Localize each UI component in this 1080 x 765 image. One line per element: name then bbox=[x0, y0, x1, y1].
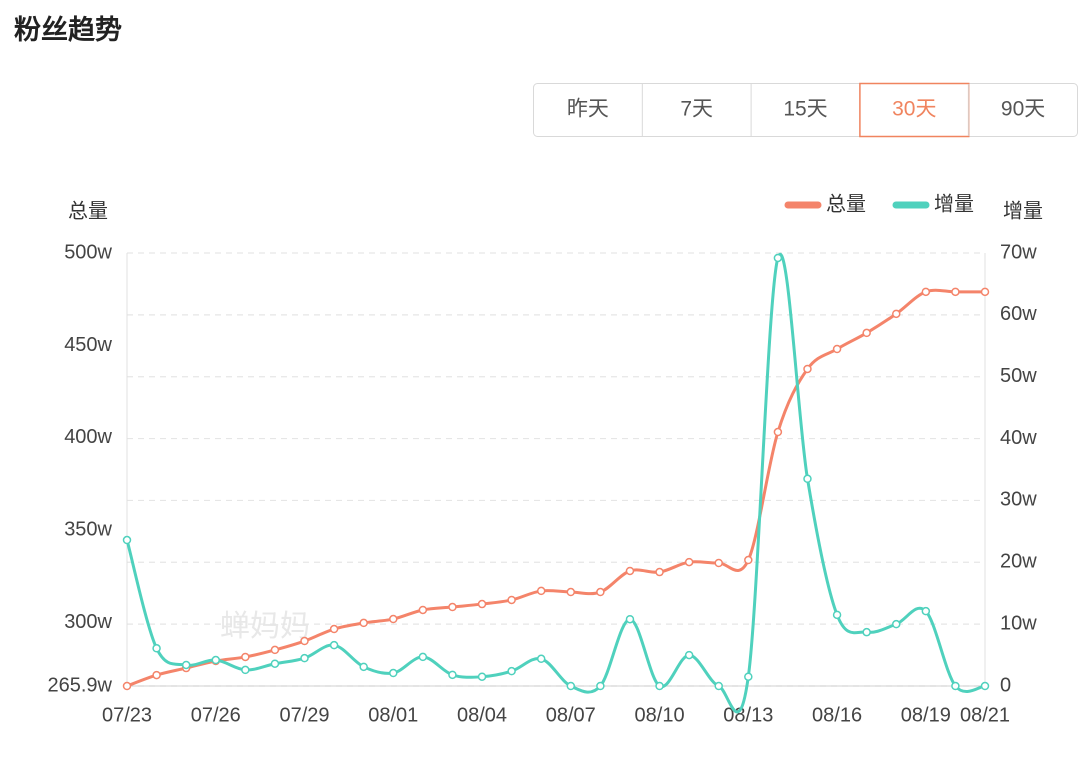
y-tick-label: 265.9w bbox=[48, 674, 113, 696]
data-point bbox=[181, 660, 191, 670]
data-point bbox=[980, 287, 990, 297]
data-point bbox=[329, 624, 339, 634]
x-tick-label: 08/01 bbox=[368, 704, 418, 726]
data-point bbox=[714, 681, 723, 691]
y-tick-label: 450w bbox=[64, 334, 112, 356]
tab-selected-border[interactable] bbox=[859, 82, 970, 138]
data-point bbox=[566, 681, 576, 691]
data-point bbox=[921, 287, 931, 297]
y2-tick-label: 40w bbox=[1000, 427, 1037, 449]
data-point bbox=[684, 557, 694, 567]
y-tick-label: 400w bbox=[64, 426, 112, 448]
data-point bbox=[329, 640, 339, 650]
data-point bbox=[418, 652, 428, 662]
data-point bbox=[803, 364, 812, 374]
y2-tick-label: 20w bbox=[1000, 551, 1037, 573]
data-point bbox=[477, 672, 487, 681]
data-point bbox=[477, 599, 487, 609]
data-point bbox=[596, 681, 605, 691]
legend-label: 增量 bbox=[934, 192, 974, 215]
data-point bbox=[300, 653, 309, 663]
y-tick-label: 350w bbox=[64, 519, 112, 541]
data-point bbox=[684, 650, 694, 660]
data-point bbox=[921, 606, 931, 616]
x-tick-label: 08/10 bbox=[635, 704, 685, 726]
y2-tick-label: 0 bbox=[1000, 674, 1011, 696]
y2-tick-label: 70w bbox=[1000, 241, 1037, 263]
data-point bbox=[566, 587, 576, 597]
data-point bbox=[773, 253, 783, 263]
data-point bbox=[270, 659, 280, 668]
series-line bbox=[125, 252, 986, 714]
y-tick-label: 500w bbox=[64, 241, 112, 263]
y2-tick-label: 10w bbox=[1000, 612, 1037, 634]
data-point bbox=[862, 328, 871, 338]
tab[interactable]: 30天 bbox=[892, 98, 936, 121]
data-point bbox=[596, 587, 605, 597]
data-point bbox=[625, 566, 635, 576]
y2-tick-label: 60w bbox=[1000, 303, 1037, 325]
data-point bbox=[891, 309, 901, 319]
data-point bbox=[448, 670, 457, 680]
data-point bbox=[152, 670, 161, 680]
data-point bbox=[714, 558, 723, 568]
data-point bbox=[744, 555, 753, 565]
x-tick-label: 07/23 bbox=[102, 704, 152, 726]
data-point bbox=[152, 644, 161, 653]
data-point bbox=[832, 610, 842, 620]
x-tick-label: 07/26 bbox=[191, 704, 241, 726]
y2-axis-title: 增量 bbox=[1003, 199, 1043, 222]
x-tick-label: 08/21 bbox=[960, 704, 1010, 726]
data-point bbox=[536, 654, 546, 664]
y2-tick-label: 30w bbox=[1000, 489, 1037, 511]
data-point bbox=[832, 344, 842, 354]
y2-tick-label: 50w bbox=[1000, 365, 1037, 387]
data-point bbox=[862, 627, 871, 637]
watermark: 蝉妈妈 bbox=[220, 610, 310, 643]
data-point bbox=[625, 614, 635, 624]
tab[interactable]: 15天 bbox=[783, 98, 827, 121]
data-point bbox=[980, 681, 990, 691]
data-point bbox=[891, 619, 901, 629]
data-point bbox=[359, 618, 368, 628]
legend-label: 总量 bbox=[826, 192, 866, 215]
data-point bbox=[744, 672, 753, 681]
data-point bbox=[389, 614, 398, 624]
data-point bbox=[359, 662, 368, 672]
data-point bbox=[448, 602, 457, 612]
data-point bbox=[951, 287, 960, 297]
x-tick-label: 08/07 bbox=[546, 704, 596, 726]
data-point bbox=[418, 605, 428, 615]
x-tick-label: 08/16 bbox=[812, 704, 862, 726]
x-tick-label: 07/29 bbox=[279, 704, 329, 726]
data-point bbox=[507, 666, 516, 676]
data-point bbox=[241, 652, 250, 662]
data-point bbox=[536, 586, 546, 596]
data-point bbox=[241, 665, 250, 675]
x-tick-label: 08/04 bbox=[457, 704, 507, 726]
data-point bbox=[655, 567, 664, 577]
data-point bbox=[389, 668, 398, 678]
data-point bbox=[803, 474, 812, 484]
data-point bbox=[122, 535, 132, 545]
data-point bbox=[211, 655, 221, 665]
data-point bbox=[270, 645, 280, 655]
data-point bbox=[122, 681, 132, 691]
data-point bbox=[773, 427, 783, 437]
tab[interactable]: 7天 bbox=[680, 98, 713, 121]
page-title: 粉丝趋势 bbox=[14, 15, 122, 45]
tab[interactable]: 昨天 bbox=[567, 98, 609, 121]
x-tick-label: 08/19 bbox=[901, 704, 951, 726]
data-point bbox=[300, 636, 309, 646]
y-tick-label: 300w bbox=[64, 611, 112, 633]
data-point bbox=[507, 595, 516, 605]
data-point bbox=[655, 681, 664, 691]
tab[interactable]: 90天 bbox=[1001, 98, 1045, 121]
y-axis-title: 总量 bbox=[68, 199, 108, 222]
data-point bbox=[951, 681, 960, 691]
